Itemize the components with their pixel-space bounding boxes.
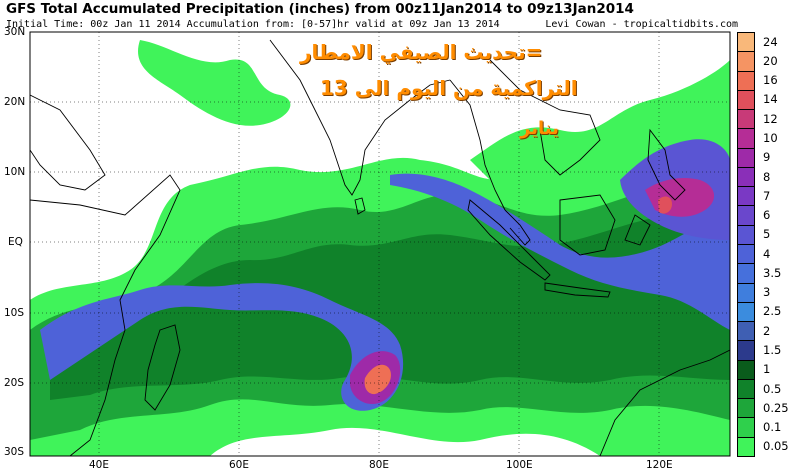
lon-label-40e: 40E [89, 459, 109, 471]
legend-swatch [737, 282, 755, 302]
legend-label: 24 [763, 34, 778, 49]
legend-label: 8 [763, 169, 771, 184]
legend-swatch [737, 263, 755, 283]
legend-swatch [737, 147, 755, 167]
annotation-line-3: يناير [520, 118, 559, 139]
coastlines [30, 39, 730, 456]
legend-swatch [737, 51, 755, 71]
rain-light-green-north [138, 40, 291, 126]
legend-label: 3 [763, 285, 771, 300]
legend-swatch [737, 340, 755, 360]
legend-label: 20 [763, 53, 778, 68]
legend-swatch [737, 224, 755, 244]
annotation-line-1: =تحديث الصيفي الامطار [300, 40, 543, 64]
rain-blue-band [40, 283, 404, 411]
legend-label: 3.5 [763, 265, 782, 280]
legend-label: 9 [763, 150, 771, 165]
legend-label: 0.25 [763, 400, 789, 415]
graticule [30, 32, 730, 456]
legend-label: 2 [763, 323, 771, 338]
legend-label: 12 [763, 111, 778, 126]
lon-label-80e: 80E [369, 459, 389, 471]
legend-swatch [737, 321, 755, 341]
legend-swatch [737, 70, 755, 90]
legend-label: 10 [763, 131, 778, 145]
legend-swatch [737, 166, 755, 187]
legend-swatch [737, 417, 755, 437]
rain-red-core-south [364, 364, 391, 395]
rain-red-core-east [658, 196, 672, 214]
legend-swatch [737, 359, 755, 379]
lat-label-30n: 30N [4, 26, 26, 38]
legend-swatch [737, 244, 755, 264]
legend-label: 4 [763, 246, 771, 261]
legend-swatch [737, 378, 755, 399]
legend-swatch [737, 205, 755, 225]
legend-label: 7 [763, 188, 771, 203]
legend-label: 14 [763, 92, 778, 107]
rain-blue-indonesia [390, 173, 730, 330]
lat-label-eq: EQ [8, 236, 23, 248]
legend-swatch [737, 186, 755, 206]
chart-title: GFS Total Accumulated Precipitation (inc… [6, 1, 634, 17]
legend-label: 0.05 [763, 439, 789, 454]
legend-label: 2.5 [763, 304, 782, 319]
legend-label: 1.5 [763, 343, 782, 357]
lat-label-20n: 20N [4, 96, 26, 108]
legend-label: 0.5 [763, 381, 782, 396]
credit-text: Levi Cowan - tropicaltidbits.com [545, 19, 738, 30]
lat-label-10s: 10S [4, 307, 25, 319]
legend-swatch [737, 89, 755, 110]
legend-label: 1 [763, 362, 771, 377]
legend-label: 16 [763, 73, 778, 88]
legend-label: 5 [763, 227, 771, 242]
legend-label: 6 [763, 208, 771, 223]
lon-label-100e: 100E [506, 459, 533, 471]
lat-label-30s: 30S [4, 446, 25, 458]
legend-swatch [737, 436, 755, 456]
legend-swatch [737, 109, 755, 129]
lon-label-60e: 60E [229, 459, 249, 471]
legend-label: 0.1 [763, 420, 782, 435]
lat-label-10n: 10N [4, 166, 26, 178]
legend-swatch [737, 32, 755, 52]
lon-label-120e: 120E [646, 459, 673, 471]
legend-swatch [737, 398, 755, 418]
annotation-line-2: التراكمية من اليوم الى 13 [320, 76, 578, 100]
legend-swatch [737, 301, 755, 322]
legend-bottom-border [737, 456, 755, 457]
chart-subtitle: Initial Time: 00z Jan 11 2014 Accumulati… [6, 19, 500, 30]
legend-swatch [737, 128, 755, 148]
lat-label-20s: 20S [4, 377, 25, 389]
